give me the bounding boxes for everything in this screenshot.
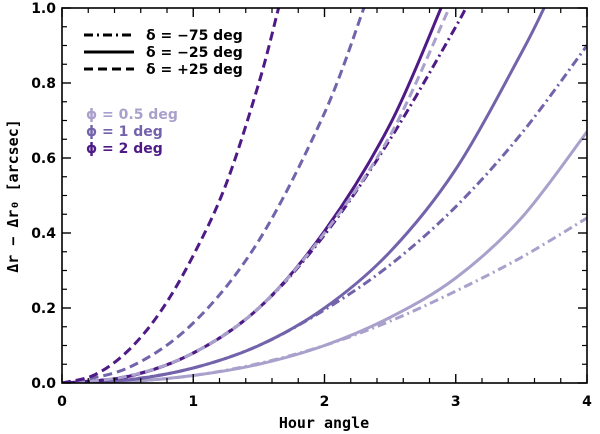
legend-label-dashdot: δ = −75 deg	[146, 28, 243, 44]
series-line-delta-75-phi0_5	[62, 216, 587, 383]
series-line-delta-75-phi2	[62, 8, 468, 383]
legend-label-phi-2: ϕ = 2 deg	[86, 141, 163, 157]
y-tick-label: 0.4	[31, 226, 56, 242]
x-tick-label: 2	[320, 394, 330, 410]
legend-label-phi-0: ϕ = 0.5 deg	[86, 107, 178, 123]
series-line-delta-25-phi0_5	[62, 130, 587, 383]
y-axis-label: Δr − Δr₀ [arcsec]	[4, 119, 22, 273]
series-layer	[62, 8, 587, 383]
y-tick-label: 0.0	[31, 376, 56, 392]
x-axis-label: Hour angle	[279, 414, 369, 432]
legend-label-phi-1: ϕ = 1 deg	[86, 124, 163, 140]
x-tick-label: 3	[451, 394, 461, 410]
y-tick-label: 0.6	[31, 151, 56, 167]
legend-label-dashed: δ = +25 deg	[146, 62, 243, 78]
series-line-delta-75-phi1	[62, 44, 587, 383]
series-line-delta-25-phi1	[62, 8, 546, 383]
y-tick-label: 0.8	[31, 76, 56, 92]
series-line-delta-25-phi2	[62, 8, 443, 383]
y-tick-label: 1.0	[31, 1, 56, 17]
x-tick-label: 4	[582, 394, 592, 410]
plot-frame	[61, 7, 588, 384]
x-tick-label: 0	[57, 394, 67, 410]
legend-label-solid: δ = −25 deg	[146, 45, 243, 61]
series-line-delta25-phi0_5	[62, 8, 451, 383]
y-tick-label: 0.2	[31, 301, 56, 317]
x-tick-label: 1	[188, 394, 198, 410]
series-line-delta25-phi2	[62, 8, 281, 383]
tick-layer: 0 1 2 3 4 0.0 0.2 0.4 0.6 0.8 1.0	[31, 1, 592, 410]
